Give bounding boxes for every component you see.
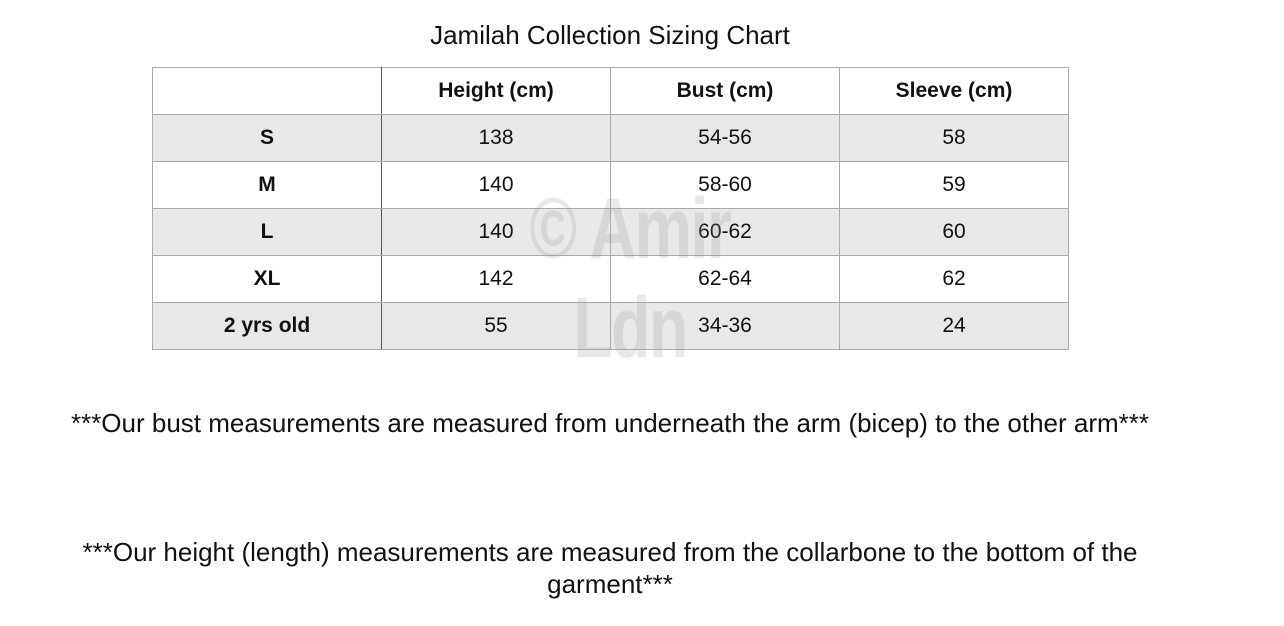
cell: 54-56 xyxy=(610,114,840,162)
header-cell: Sleeve (cm) xyxy=(839,67,1069,115)
cell: 138 xyxy=(381,114,611,162)
cell: 62-64 xyxy=(610,255,840,303)
table-row: L 140 60-62 60 xyxy=(152,208,1069,256)
cell: 60 xyxy=(839,208,1069,256)
table-row: XL 142 62-64 62 xyxy=(152,255,1069,303)
row-header: S xyxy=(152,114,382,162)
table-row: S 138 54-56 58 xyxy=(152,114,1069,162)
cell: 62 xyxy=(839,255,1069,303)
cell: 58 xyxy=(839,114,1069,162)
cell: 140 xyxy=(381,161,611,209)
row-header: XL xyxy=(152,255,382,303)
cell: 24 xyxy=(839,302,1069,350)
row-header: 2 yrs old xyxy=(152,302,382,350)
cell: 142 xyxy=(381,255,611,303)
cell: 140 xyxy=(381,208,611,256)
cell: 55 xyxy=(381,302,611,350)
header-row: Height (cm) Bust (cm) Sleeve (cm) xyxy=(152,67,1069,115)
row-header: L xyxy=(152,208,382,256)
cell: 59 xyxy=(839,161,1069,209)
note: ***Our height (length) measurements are … xyxy=(82,537,1138,599)
header-cell xyxy=(152,67,382,115)
cell: 60-62 xyxy=(610,208,840,256)
note: ***Our bust measurements are measured fr… xyxy=(70,408,1150,438)
size-table: Height (cm) Bust (cm) Sleeve (cm) S 138 54-56… xyxy=(152,67,1069,350)
cell: 34-36 xyxy=(610,302,840,350)
table-row: M 140 58-60 59 xyxy=(152,161,1069,209)
title: Jamilah Collection Sizing Chart xyxy=(430,20,790,50)
header-cell: Height (cm) xyxy=(381,67,611,115)
cell: 58-60 xyxy=(610,161,840,209)
header-cell: Bust (cm) xyxy=(610,67,840,115)
table-row: 2 yrs old 55 34-36 24 xyxy=(152,302,1069,350)
row-header: M xyxy=(152,161,382,209)
